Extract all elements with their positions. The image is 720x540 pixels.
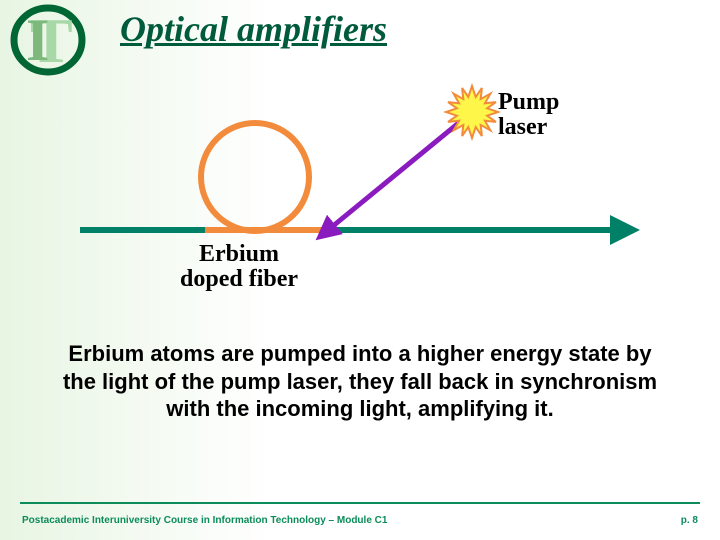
logo-icon: T I — [8, 4, 88, 76]
slide: T I Optical amplifiers Pump laser Erbi — [0, 0, 720, 540]
erbium-label-line1: Erbium — [199, 241, 279, 267]
pump-arrow — [333, 112, 472, 226]
pump-laser-label: Pump laser — [498, 90, 559, 140]
svg-text:I: I — [26, 7, 49, 73]
erbium-label-line2: doped fiber — [180, 266, 298, 292]
pump-label-line1: Pump — [498, 89, 559, 115]
erbium-loop — [201, 123, 309, 231]
erbium-fiber-label: Erbium doped fiber — [180, 242, 298, 292]
pump-label-line2: laser — [498, 114, 547, 140]
footer-divider — [20, 502, 700, 504]
pump-starburst-icon — [446, 86, 498, 138]
footer-course: Postacademic Interuniversity Course in I… — [22, 515, 387, 526]
footer-page: p. 8 — [681, 515, 698, 526]
body-text: Erbium atoms are pumped into a higher en… — [60, 340, 660, 423]
slide-title: Optical amplifiers — [120, 8, 387, 50]
